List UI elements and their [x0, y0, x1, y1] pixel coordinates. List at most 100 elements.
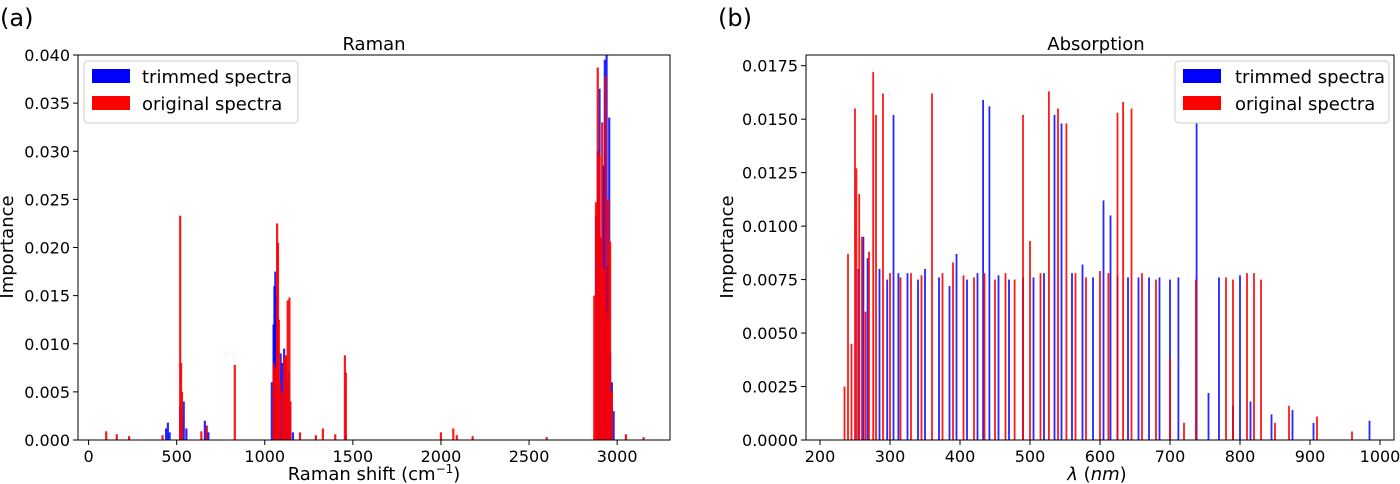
absorption-x-ticks: 200 300 400 500 600 700 800 900 1000 — [805, 440, 1400, 466]
absorption-bar-original — [1048, 91, 1050, 440]
absorption-bar-trimmed — [1270, 414, 1273, 440]
absorption-bar-trimmed — [1043, 273, 1045, 440]
raman-bar-original — [607, 199, 610, 440]
raman-bar-original — [286, 300, 289, 440]
raman-title: Raman — [342, 34, 405, 55]
absorption-bar-original — [1122, 102, 1124, 441]
absorption-bar-trimmed — [862, 236, 865, 440]
absorption-bar-original — [1065, 123, 1068, 440]
absorption-bar-original — [1085, 277, 1087, 440]
raman-bar-original — [233, 364, 236, 440]
absorption-bar-trimmed — [1291, 410, 1294, 440]
raman-x-label: Raman shift (cm−1) — [288, 462, 461, 484]
absorption-legend-swatch-trimmed — [1183, 69, 1221, 83]
raman-bar-original — [179, 215, 182, 440]
absorption-bar-trimmed — [1249, 401, 1252, 440]
absorption-bar-trimmed — [997, 275, 1000, 440]
absorption-bar-trimmed — [897, 273, 900, 440]
absorption-bar-trimmed — [1109, 215, 1112, 440]
absorption-bar-original — [994, 279, 996, 440]
absorption-bar-original — [1260, 279, 1262, 440]
raman-bar-original — [274, 367, 277, 440]
absorption-y-tick-label: 0.0175 — [742, 57, 798, 76]
absorption-x-label-open: ( — [1078, 464, 1091, 484]
absorption-bar-original — [864, 311, 867, 440]
raman-bar-original — [455, 435, 458, 440]
absorption-bar-original — [1195, 279, 1197, 440]
raman-bar-original — [601, 122, 604, 440]
absorption-bar-original — [1274, 422, 1276, 440]
absorption-plot-frame — [805, 54, 1395, 441]
absorption-bar-original — [843, 386, 846, 440]
raman-x-tick-label: 3000 — [597, 447, 638, 466]
absorption-x-tick-label: 300 — [875, 447, 906, 466]
absorption-legend-box — [1174, 60, 1390, 124]
absorption-bar-original — [1316, 416, 1318, 440]
absorption-x-label-close: ) — [1120, 464, 1127, 484]
absorption-bar-trimmed — [1177, 277, 1180, 440]
raman-bar-original — [439, 432, 443, 440]
raman-bar-trimmed — [612, 411, 615, 440]
raman-legend-box — [83, 60, 299, 124]
raman-bar-trimmed — [291, 432, 295, 440]
absorption-y-tick-label: 0.0150 — [742, 110, 798, 129]
raman-bar-trimmed — [166, 422, 169, 440]
absorption-bar-original — [973, 277, 975, 440]
absorption-bar-trimmed — [1127, 277, 1129, 440]
absorption-bar-original — [858, 194, 861, 440]
absorption-bar-original — [931, 93, 933, 440]
absorption-bar-original — [1004, 273, 1007, 440]
absorption-bar-original — [1039, 273, 1042, 440]
absorption-bar-trimmed — [1239, 275, 1241, 440]
raman-bars — [105, 55, 645, 441]
raman-x-ticks: 0 500 1000 1500 2000 2500 3000 — [83, 440, 638, 466]
absorption-bar-original — [1130, 108, 1133, 440]
absorption-bar-trimmed — [1102, 200, 1105, 440]
raman-bar-original — [545, 437, 548, 440]
raman-bar-trimmed — [164, 428, 168, 440]
absorption-bar-original — [899, 277, 902, 440]
raman-bar-original — [452, 428, 455, 440]
absorption-x-tick-label: 600 — [1085, 447, 1116, 466]
raman-x-label-main: Raman shift (cm — [288, 464, 436, 484]
absorption-bar-original — [1141, 273, 1143, 440]
raman-legend: trimmed spectra original spectra — [83, 60, 299, 124]
absorption-bar-original — [1155, 279, 1157, 440]
raman-bar-original — [624, 434, 628, 440]
absorption-bar-trimmed — [1218, 277, 1220, 440]
absorption-bar-trimmed — [866, 258, 869, 440]
raman-legend-swatch-trimmed — [92, 69, 130, 83]
raman-bar-trimmed — [270, 382, 273, 440]
raman-bar-original — [205, 425, 208, 440]
absorption-x-label: λ (nm) — [1066, 464, 1126, 484]
absorption-bar-trimmed — [906, 273, 909, 440]
raman-bar-trimmed — [203, 420, 206, 440]
absorption-bar-trimmed — [1137, 277, 1140, 440]
absorption-bar-trimmed — [1312, 422, 1315, 440]
raman-y-tick-label: 0.030 — [24, 142, 70, 161]
raman-y-tick-label: 0.035 — [24, 94, 70, 113]
absorption-bar-original — [1022, 114, 1024, 440]
raman-bar-original — [180, 391, 184, 440]
absorption-bar-original — [847, 253, 849, 440]
absorption-bar-trimmed — [966, 279, 968, 440]
raman-bar-original — [608, 241, 612, 440]
raman-y-tick-label: 0.005 — [24, 383, 70, 402]
absorption-bar-trimmed — [938, 277, 940, 440]
raman-plot-frame — [77, 54, 671, 441]
absorption-bar-trimmed — [948, 286, 951, 440]
absorption-bar-original — [882, 93, 884, 440]
absorption-bars — [843, 72, 1371, 441]
absorption-bar-original — [920, 275, 923, 440]
absorption-x-tick-label: 1000 — [1360, 447, 1400, 466]
raman-y-tick-label: 0.010 — [24, 335, 70, 354]
raman-bar-trimmed — [168, 432, 171, 440]
absorption-legend-label-trimmed: trimmed spectra — [1235, 67, 1385, 88]
raman-bar-original — [604, 76, 607, 441]
absorption-bar-original — [1288, 405, 1290, 440]
raman-x-tick-label: 1000 — [244, 447, 285, 466]
absorption-x-label-unit: nm — [1091, 464, 1120, 484]
raman-bar-original — [314, 435, 317, 440]
absorption-bar-trimmed — [1092, 277, 1094, 440]
